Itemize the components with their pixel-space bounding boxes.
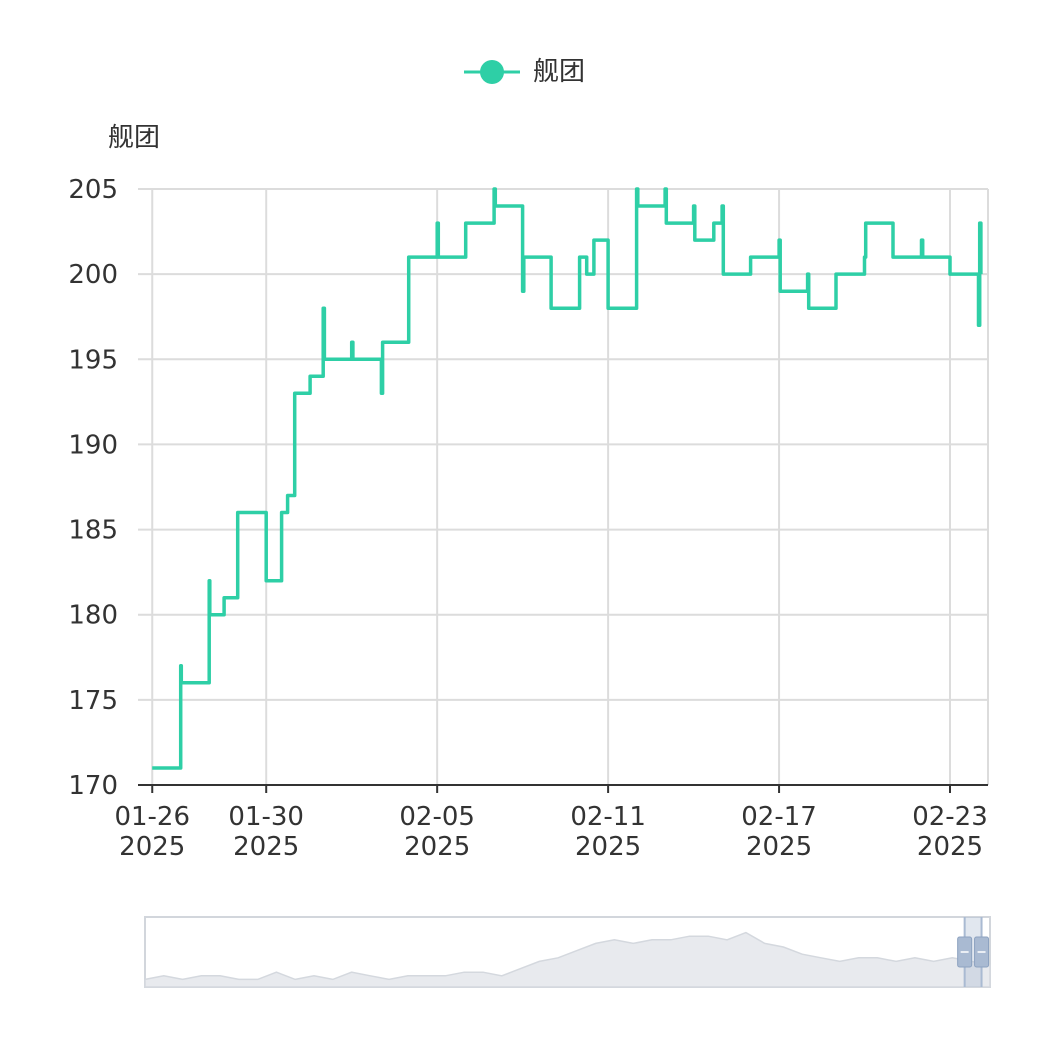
- y-tick-label: 180: [68, 601, 118, 631]
- grid-lines: [138, 189, 988, 785]
- legend-label: 舰团: [533, 57, 585, 87]
- series-layer: [152, 189, 981, 768]
- y-tick-label: 185: [68, 516, 118, 546]
- y-tick-label: 200: [68, 260, 118, 290]
- drag-handle-icon[interactable]: [958, 937, 972, 967]
- y-tick-label: 195: [68, 345, 118, 375]
- drag-handle-icon[interactable]: [975, 937, 989, 967]
- y-tick-label: 205: [68, 175, 118, 205]
- y-tick-label: 175: [68, 686, 118, 716]
- y-axis-name: 舰团: [108, 123, 160, 153]
- data-zoom-slider[interactable]: [145, 917, 990, 987]
- legend-circle-icon: [480, 60, 504, 84]
- legend[interactable]: 舰团: [464, 57, 585, 87]
- y-tick-label: 190: [68, 430, 118, 460]
- y-tick-label: 170: [68, 771, 118, 801]
- series-line: [152, 189, 981, 768]
